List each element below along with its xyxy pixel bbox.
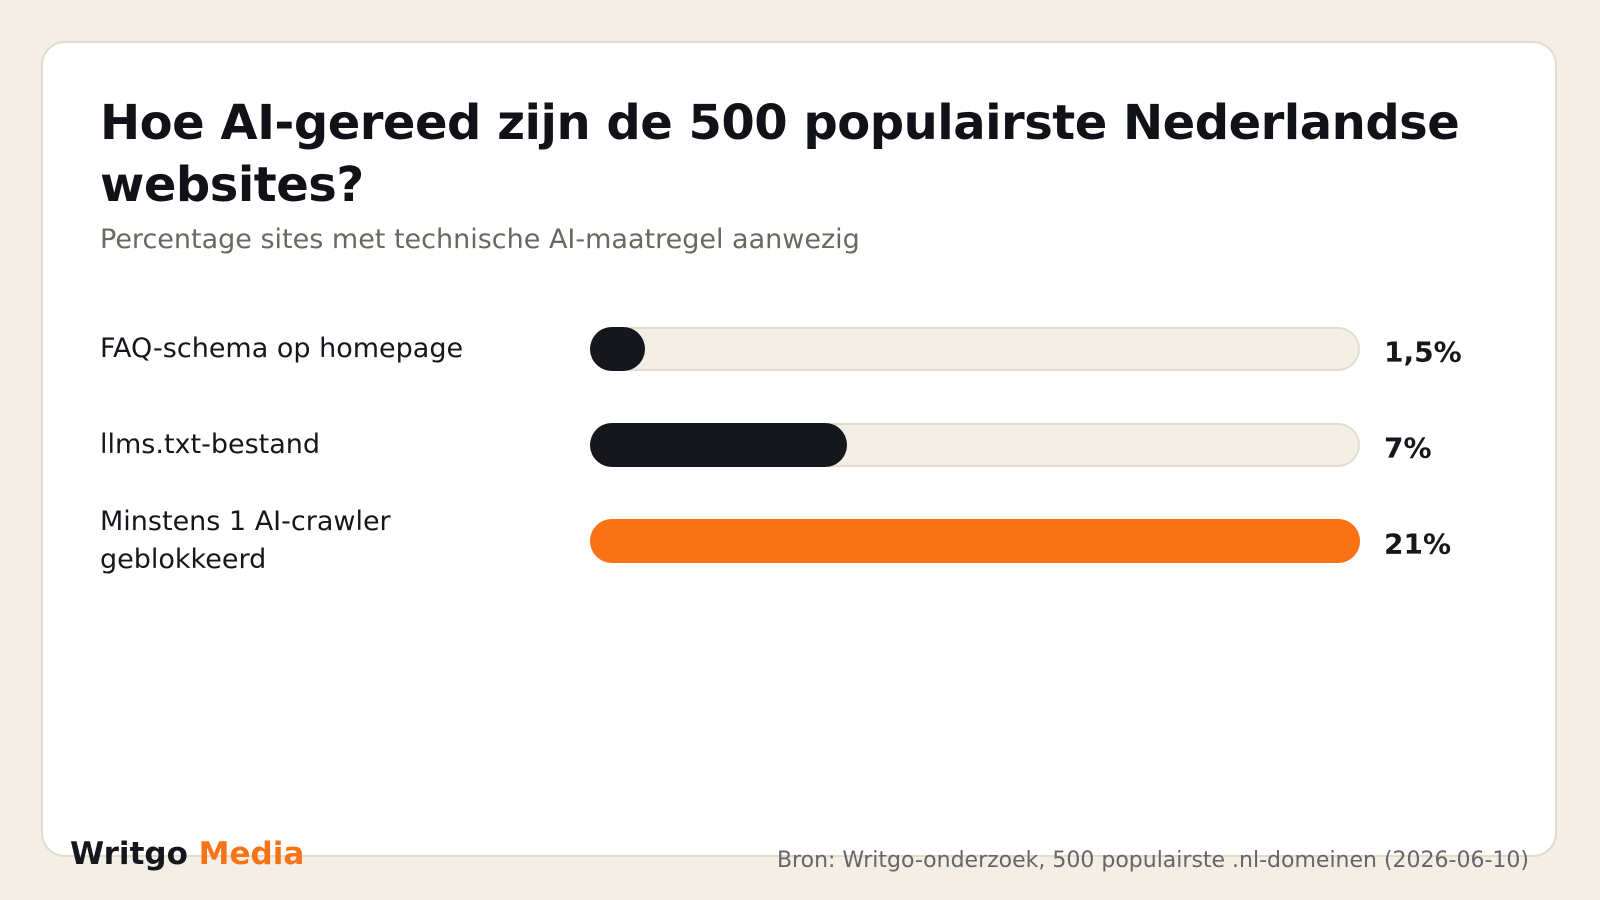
bar: [590, 327, 645, 371]
brand-name: Writgo: [70, 836, 188, 872]
brand-accent: Media: [198, 836, 305, 872]
category-label: FAQ-schema op homepage: [100, 333, 464, 364]
category-label: Minstens 1 AI-crawler geblokkeerd: [100, 506, 391, 575]
bar: [590, 423, 847, 467]
value-label: 1,5%: [1384, 335, 1462, 369]
chart-subtitle: Percentage sites met technische AI-maatr…: [100, 224, 860, 255]
bar-track: [590, 327, 1360, 371]
source-note: Bron: Writgo-onderzoek, 500 populairste …: [776, 848, 1529, 873]
chart-title: Hoe AI-gereed zijn de 500 populairste Ne…: [100, 95, 1460, 213]
category-label: llms.txt-bestand: [100, 429, 321, 460]
value-label: 21%: [1384, 527, 1452, 561]
value-label: 7%: [1384, 431, 1432, 465]
bar: [590, 519, 1360, 563]
brand-logo: Writgo Media: [70, 836, 304, 872]
